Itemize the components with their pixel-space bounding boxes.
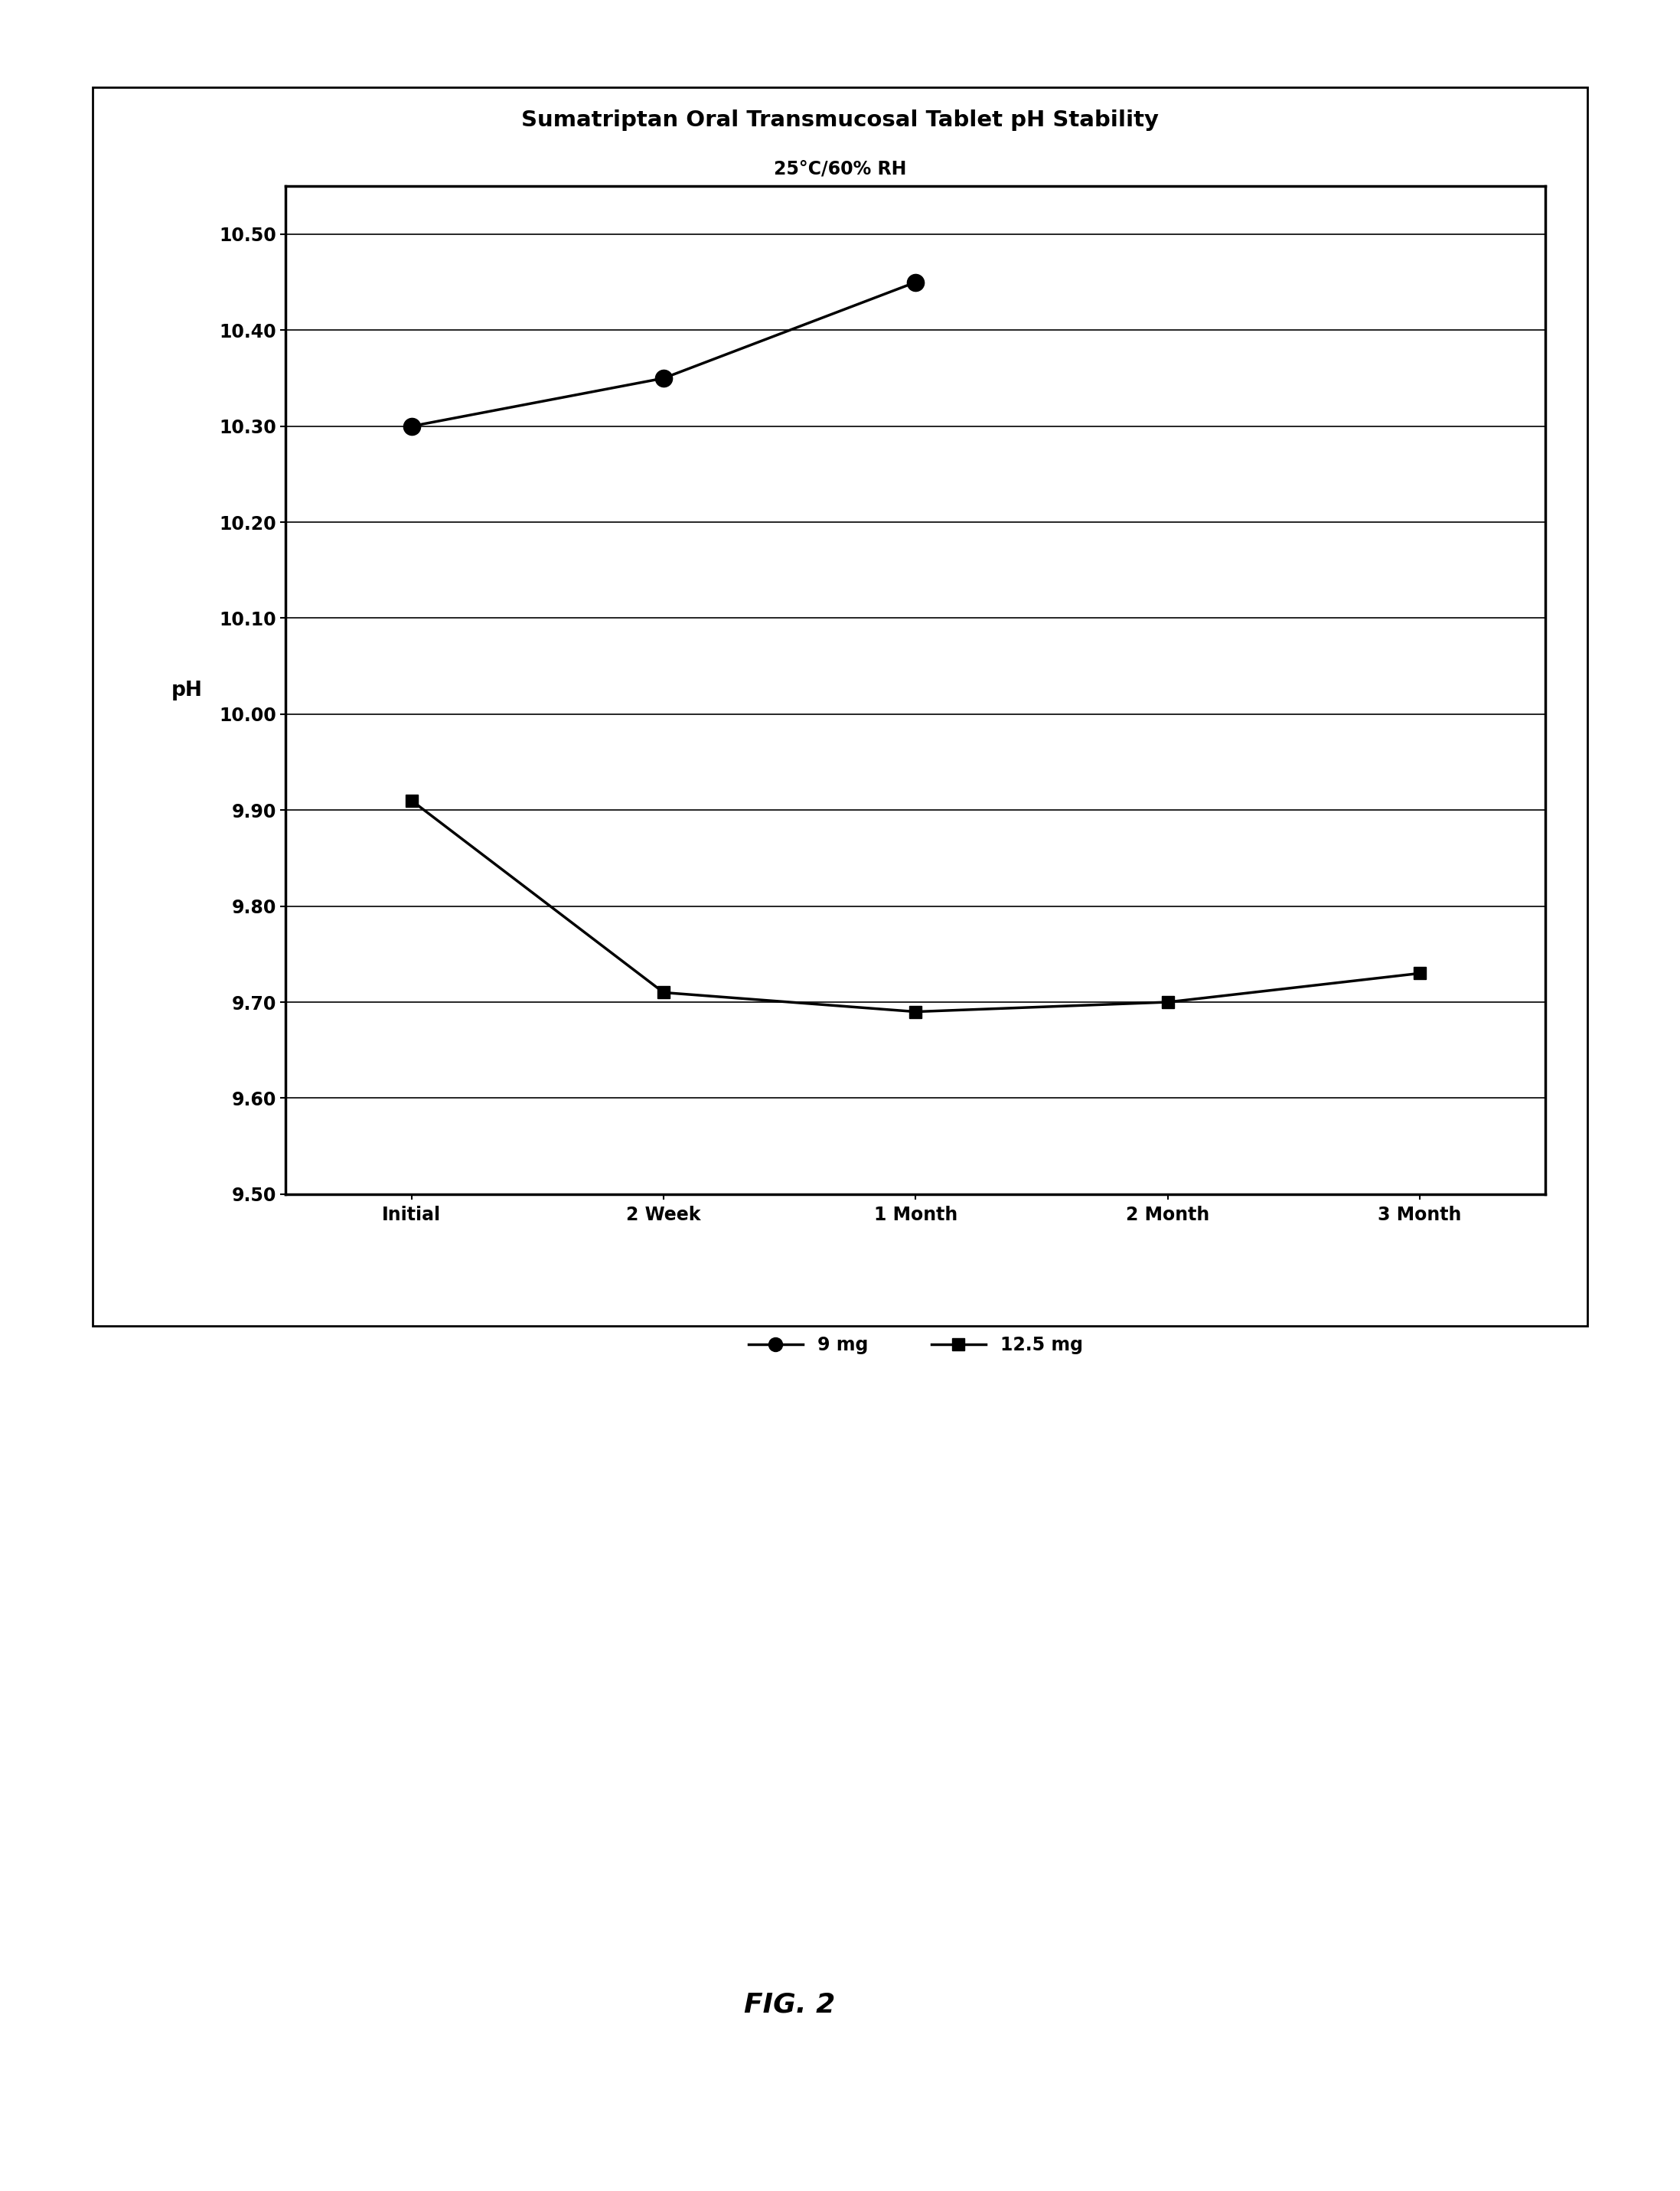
9 mg	[906, 269, 926, 296]
12.5 mg	[1158, 988, 1178, 1014]
Legend: 9 mg, 12.5 mg: 9 mg, 12.5 mg	[741, 1328, 1090, 1361]
Line: 9 mg: 9 mg	[403, 274, 924, 434]
12.5 mg	[654, 979, 674, 1006]
Y-axis label: pH: pH	[171, 679, 203, 701]
9 mg	[654, 366, 674, 392]
Text: FIG. 2: FIG. 2	[744, 1992, 835, 2018]
Line: 12.5 mg: 12.5 mg	[405, 793, 1426, 1019]
12.5 mg	[1410, 960, 1430, 986]
12.5 mg	[906, 999, 926, 1025]
12.5 mg	[402, 787, 422, 813]
Text: Sumatriptan Oral Transmucosal Tablet pH Stability: Sumatriptan Oral Transmucosal Tablet pH …	[521, 110, 1159, 131]
Text: 25°C/60% RH: 25°C/60% RH	[774, 160, 906, 177]
9 mg	[402, 414, 422, 440]
